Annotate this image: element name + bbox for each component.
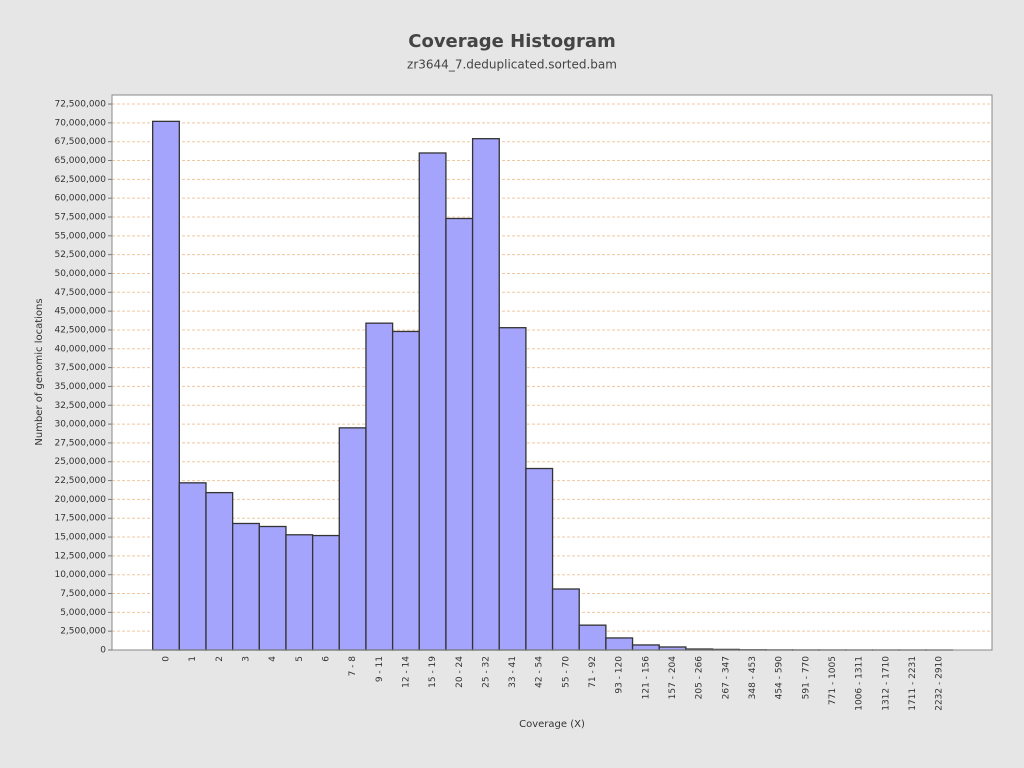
- x-tick-label: 2: [215, 656, 225, 662]
- x-tick-label: 1312 - 1710: [881, 656, 891, 711]
- x-tick-label: 55 - 70: [561, 656, 571, 688]
- bar: [285, 534, 314, 651]
- y-tick-label: 17,500,000: [54, 514, 106, 524]
- x-tick-label: 7 - 8: [348, 656, 358, 677]
- x-tick-label: 157 - 204: [668, 656, 678, 700]
- x-tick-label: 454 - 590: [775, 656, 785, 700]
- bar: [525, 467, 554, 651]
- x-tick-label: 1006 - 1311: [855, 656, 865, 711]
- x-tick-label: 0: [162, 656, 172, 662]
- x-tick-label: 771 - 1005: [828, 656, 838, 705]
- x-tick-label: 5: [295, 656, 305, 662]
- x-tick-label: 267 - 347: [721, 656, 731, 699]
- x-tick-label: 3: [241, 656, 251, 662]
- y-tick-label: 27,500,000: [54, 438, 106, 448]
- y-tick-label: 35,000,000: [54, 382, 106, 392]
- x-tick-label: 20 - 24: [455, 656, 465, 688]
- x-tick-label: 15 - 19: [428, 656, 438, 688]
- y-tick-label: 47,500,000: [54, 288, 106, 298]
- y-tick-label: 57,500,000: [54, 212, 106, 222]
- y-tick-label: 12,500,000: [54, 551, 106, 561]
- plot-border: [111, 94, 993, 651]
- x-tick-label: 591 - 770: [801, 656, 811, 700]
- chart-subtitle: zr3644_7.deduplicated.sorted.bam: [407, 58, 617, 72]
- y-tick-label: 42,500,000: [54, 325, 106, 335]
- x-tick-label: 6: [321, 656, 331, 662]
- x-tick-label: 1711 - 2231: [908, 656, 918, 711]
- x-tick-label: 42 - 54: [535, 656, 545, 688]
- y-tick-label: 25,000,000: [54, 457, 106, 467]
- x-tick-label: 9 - 11: [375, 656, 385, 682]
- x-tick-label: 33 - 41: [508, 656, 518, 688]
- bar: [498, 327, 527, 651]
- y-tick-label: 30,000,000: [54, 420, 106, 430]
- bar: [365, 322, 394, 651]
- y-tick-label: 10,000,000: [54, 570, 106, 580]
- bar: [551, 588, 580, 651]
- y-tick-label: 40,000,000: [54, 344, 106, 354]
- bar: [418, 152, 447, 651]
- bar: [338, 427, 367, 651]
- y-tick-label: 72,500,000: [54, 100, 106, 110]
- x-tick-label: 4: [268, 656, 278, 662]
- bar: [152, 120, 180, 651]
- y-tick-label: 37,500,000: [54, 363, 106, 373]
- y-tick-label: 65,000,000: [54, 156, 106, 166]
- y-tick-label: 2,500,000: [60, 627, 106, 637]
- bar: [605, 637, 634, 651]
- x-tick-label: 348 - 453: [748, 656, 758, 699]
- y-tick-label: 32,500,000: [54, 401, 106, 411]
- bar: [578, 624, 607, 651]
- x-tick-label: 121 - 156: [641, 656, 651, 700]
- x-tick-label: 2232 - 2910: [935, 656, 945, 711]
- y-tick-label: 62,500,000: [54, 175, 106, 185]
- y-tick-label: 20,000,000: [54, 495, 106, 505]
- y-axis-label: Number of genomic locations: [34, 298, 45, 445]
- y-tick-label: 70,000,000: [54, 118, 106, 128]
- y-tick-label: 45,000,000: [54, 307, 106, 317]
- bar: [205, 491, 234, 651]
- x-tick-label: 1: [188, 656, 198, 662]
- bar: [178, 482, 207, 651]
- bar: [631, 644, 660, 651]
- x-tick-label: 12 - 14: [401, 656, 411, 688]
- x-axis-label: Coverage (X): [519, 719, 585, 730]
- bar: [471, 138, 500, 651]
- bar: [258, 525, 287, 651]
- bar: [391, 330, 420, 651]
- bar: [311, 534, 340, 651]
- y-tick-label: 55,000,000: [54, 231, 106, 241]
- y-tick-label: 5,000,000: [60, 608, 106, 618]
- y-tick-label: 15,000,000: [54, 533, 106, 543]
- y-tick-label: 52,500,000: [54, 250, 106, 260]
- chart-title: Coverage Histogram: [408, 31, 615, 52]
- bar: [445, 217, 474, 651]
- x-tick-label: 205 - 266: [695, 656, 705, 700]
- y-tick-label: 60,000,000: [54, 194, 106, 204]
- y-tick-label: 50,000,000: [54, 269, 106, 279]
- y-tick-label: 22,500,000: [54, 476, 106, 486]
- x-tick-label: 71 - 92: [588, 656, 598, 688]
- x-tick-label: 25 - 32: [481, 656, 491, 688]
- y-tick-label: 0: [100, 646, 106, 656]
- bar: [231, 522, 260, 651]
- y-tick-label: 67,500,000: [54, 137, 106, 147]
- x-tick-label: 93 - 120: [615, 656, 625, 694]
- y-tick-label: 7,500,000: [60, 589, 106, 599]
